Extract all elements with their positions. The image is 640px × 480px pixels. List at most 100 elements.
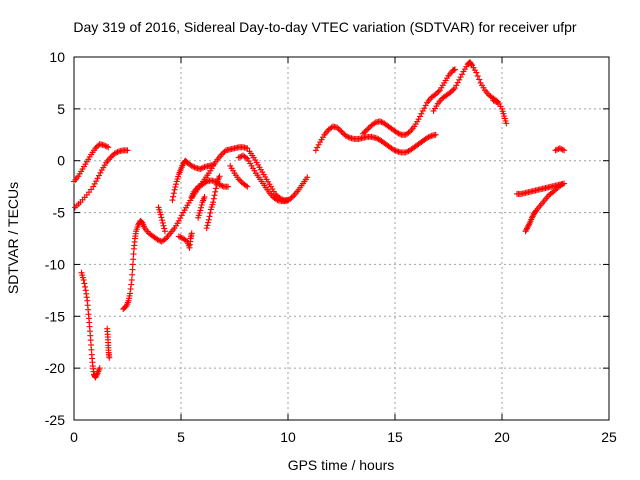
data-point [419, 107, 426, 114]
data-point [372, 134, 379, 141]
data-point [523, 225, 530, 232]
data-point [422, 102, 429, 109]
data-point [457, 74, 464, 81]
data-point [454, 79, 461, 86]
data-point [432, 131, 439, 138]
data-point [220, 150, 227, 157]
data-point [90, 183, 97, 190]
data-point [337, 127, 344, 134]
data-point [97, 169, 104, 176]
y-tick-label: -10 [45, 256, 65, 272]
data-point [170, 190, 177, 197]
data-point [106, 354, 113, 361]
x-tick-label: 15 [387, 429, 403, 445]
data-point [129, 261, 136, 268]
data-point [525, 222, 532, 229]
data-point [315, 141, 322, 148]
data-point [451, 66, 458, 73]
data-point [127, 290, 134, 297]
data-point [94, 175, 101, 182]
data-point [314, 144, 321, 151]
data-point [212, 188, 219, 195]
data-point [389, 146, 396, 153]
data-point [272, 190, 279, 197]
data-point [374, 135, 381, 142]
axis-ticks: 0 5 10 15 20 25 10 5 0 -5 -10 -15 -20 -25 [45, 49, 617, 445]
data-point [404, 148, 411, 155]
data-point [392, 147, 399, 154]
data-point [362, 127, 369, 134]
data-point [553, 146, 560, 153]
chart-title: Day 319 of 2016, Sidereal Day-to-day VTE… [73, 19, 577, 35]
data-point [288, 194, 295, 201]
data-point [197, 207, 204, 214]
data-point [244, 145, 251, 152]
data-point [129, 271, 136, 278]
data-point [171, 186, 178, 193]
data-point [468, 61, 475, 68]
data-point [138, 218, 145, 225]
data-point [197, 204, 204, 211]
data-point [279, 196, 286, 203]
data-point [365, 125, 372, 132]
x-axis-label: GPS time / hours [288, 457, 395, 473]
data-point [558, 181, 565, 188]
data-point [402, 149, 409, 156]
data-point [557, 182, 564, 189]
data-point [172, 183, 179, 190]
data-point [456, 76, 463, 83]
data-point [345, 134, 352, 141]
data-point [421, 105, 428, 112]
data-point [242, 154, 249, 161]
data-point [391, 146, 398, 153]
data-point [394, 129, 401, 136]
data-point [289, 193, 296, 200]
data-point [210, 195, 217, 202]
data-point [415, 116, 422, 123]
data-point [447, 89, 454, 96]
data-point [113, 149, 120, 156]
data-point [434, 89, 441, 96]
x-tick-label: 25 [601, 429, 617, 445]
data-point [130, 251, 137, 258]
data-point [559, 146, 566, 153]
data-point [244, 183, 251, 190]
data-point [203, 225, 210, 232]
data-point [95, 142, 102, 149]
data-point [494, 99, 501, 106]
data-point [127, 285, 134, 292]
data-point [161, 225, 168, 232]
data-point [102, 142, 109, 149]
data-point [158, 214, 165, 221]
data-point [93, 371, 100, 378]
data-point [92, 145, 99, 152]
data-points [71, 59, 568, 381]
data-point [359, 130, 366, 137]
data-point [361, 129, 368, 136]
data-point [195, 183, 202, 190]
data-point [202, 179, 209, 186]
data-point [103, 143, 110, 150]
data-point [219, 182, 226, 189]
data-point [157, 211, 164, 218]
data-point [93, 143, 100, 150]
data-point [177, 215, 184, 222]
y-tick-label: -5 [53, 205, 66, 221]
data-point [205, 219, 212, 226]
data-point [206, 213, 213, 220]
data-point [175, 217, 182, 224]
plot-frame [73, 56, 610, 421]
data-point [161, 236, 168, 243]
data-point [93, 178, 100, 185]
data-point [111, 150, 118, 157]
data-point [432, 91, 439, 98]
data-point [335, 125, 342, 132]
data-point [451, 85, 458, 92]
data-point [378, 118, 385, 125]
data-point [129, 266, 136, 273]
x-tick-label: 20 [494, 429, 510, 445]
data-point [169, 197, 176, 204]
data-point [211, 192, 218, 199]
data-point [522, 228, 529, 235]
